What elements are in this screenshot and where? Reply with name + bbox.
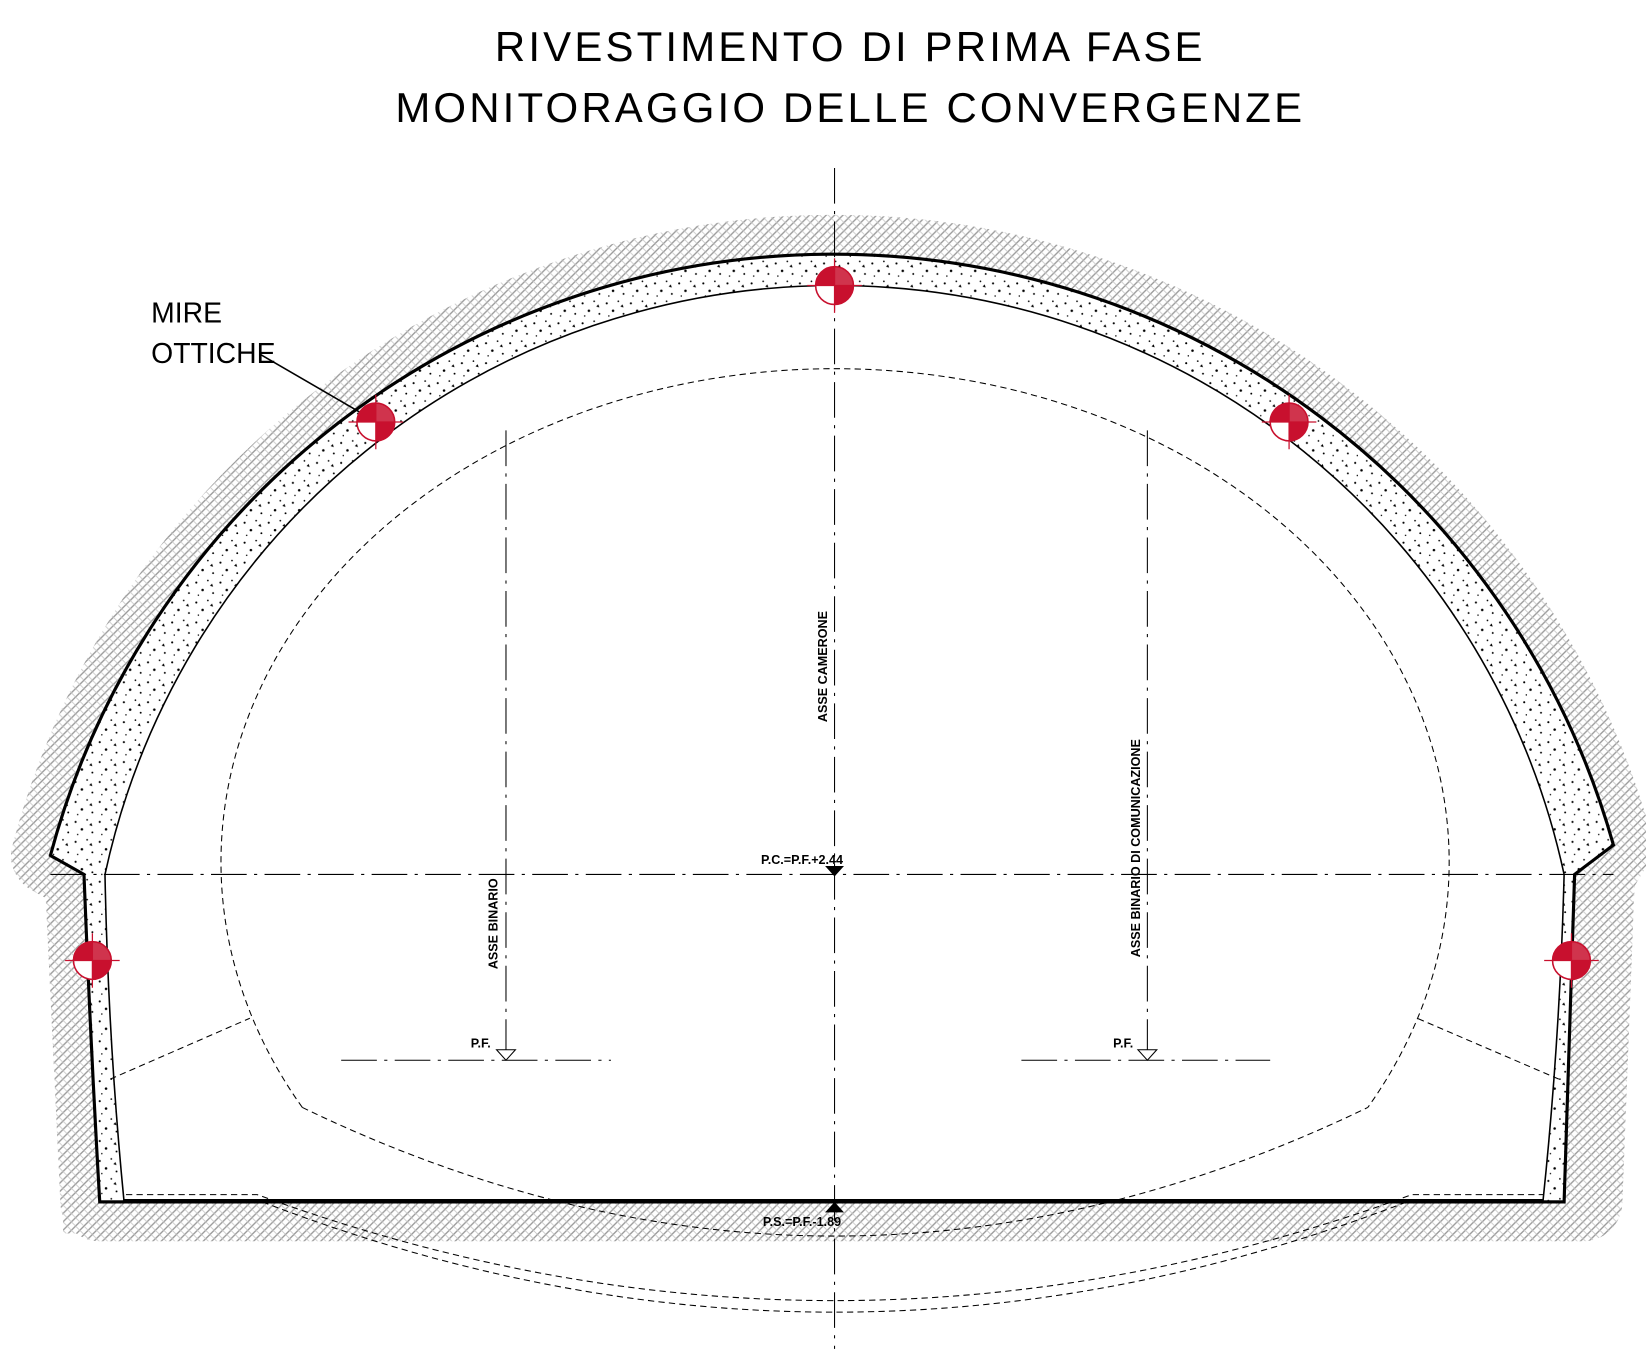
axis-label: ASSE CAMERONE — [816, 611, 830, 722]
rail-level: P.F. — [1113, 1037, 1133, 1051]
axis-label: ASSE BINARIO DI COMUNICAZIONE — [1129, 739, 1143, 957]
page: RIVESTIMENTO DI PRIMA FASE MONITORAGGIO … — [0, 0, 1646, 1351]
targets-label: OTTICHE — [151, 338, 275, 370]
rail-level: P.F. — [471, 1037, 491, 1051]
targets-label: MIRE — [151, 297, 222, 329]
title-line-1: RIVESTIMENTO DI PRIMA FASE — [495, 23, 1206, 70]
invert-level: P.S.=P.F.-1.89 — [763, 1215, 841, 1229]
axis-label: ASSE BINARIO — [487, 878, 501, 969]
title-line-2: MONITORAGGIO DELLE CONVERGENZE — [395, 84, 1305, 131]
crown-level: P.C.=P.F.+2.44 — [761, 853, 843, 867]
drawing: RIVESTIMENTO DI PRIMA FASE MONITORAGGIO … — [0, 0, 1646, 1351]
